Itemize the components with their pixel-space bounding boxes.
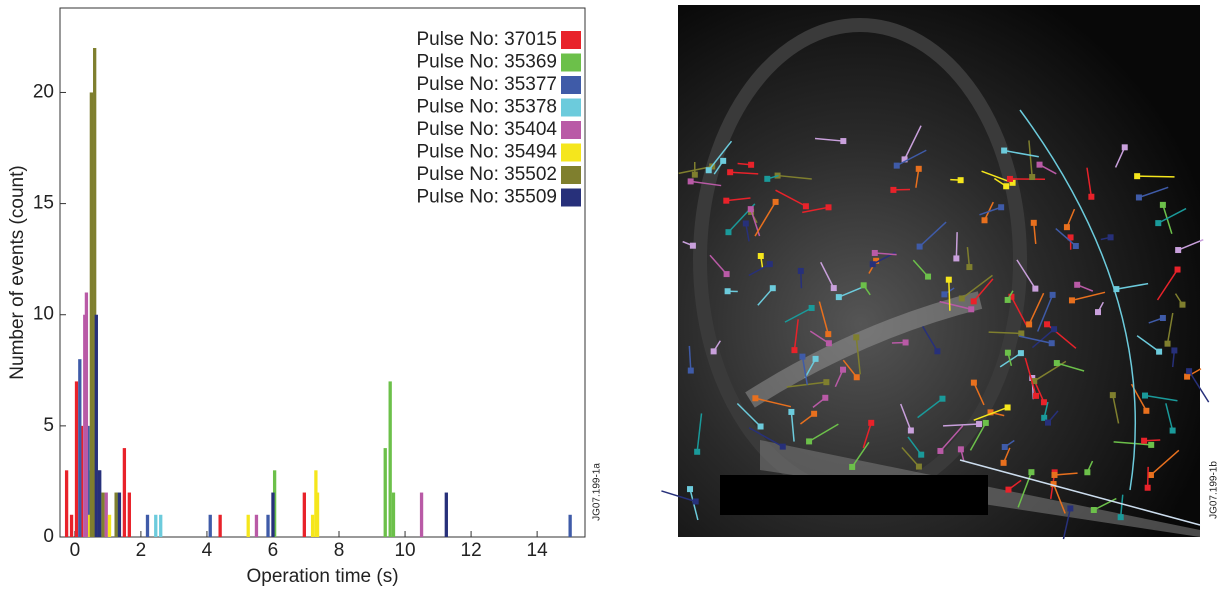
bar bbox=[108, 515, 111, 537]
bar bbox=[95, 315, 98, 537]
y-tick-label: 0 bbox=[43, 526, 54, 547]
y-tick-label: 10 bbox=[33, 304, 54, 325]
legend-label: Pulse No: 35502 bbox=[417, 164, 558, 185]
x-tick-label: 10 bbox=[394, 540, 415, 561]
x-axis-title: Operation time (s) bbox=[246, 566, 398, 587]
figure: 0 5 10 15 20 0 2 4 6 8 10 12 14 Operation time (s) Num… bbox=[0, 0, 1226, 595]
bar bbox=[209, 515, 212, 537]
bar bbox=[311, 515, 314, 537]
bar bbox=[146, 515, 149, 537]
legend-swatch bbox=[561, 76, 581, 94]
legend-swatch bbox=[561, 189, 581, 207]
track-line bbox=[1137, 176, 1174, 177]
legend-label: Pulse No: 35404 bbox=[417, 119, 558, 140]
legend-label: Pulse No: 35509 bbox=[417, 187, 558, 208]
x-tick-label: 2 bbox=[136, 540, 147, 561]
y-axis-title: Number of events (count) bbox=[7, 165, 28, 379]
side-label: JG07.199-1a bbox=[592, 463, 603, 521]
bar bbox=[75, 381, 78, 537]
legend-label: Pulse No: 35378 bbox=[417, 97, 558, 118]
bar bbox=[316, 493, 319, 537]
legend-swatch bbox=[561, 166, 581, 184]
bar bbox=[98, 470, 101, 537]
bar bbox=[568, 515, 571, 537]
legend-label: Pulse No: 35494 bbox=[417, 142, 558, 163]
bar bbox=[384, 448, 387, 537]
legend-swatch bbox=[561, 31, 581, 49]
bar bbox=[78, 359, 81, 537]
bar bbox=[128, 493, 131, 537]
x-tick-label: 6 bbox=[268, 540, 279, 561]
x-tick-label: 0 bbox=[70, 540, 81, 561]
camera-image bbox=[661, 5, 1208, 539]
bar bbox=[247, 515, 250, 537]
bar bbox=[90, 92, 93, 537]
bar bbox=[123, 448, 126, 537]
bar bbox=[85, 293, 88, 537]
x-tick-label: 12 bbox=[461, 540, 482, 561]
x-tick-label: 14 bbox=[527, 540, 549, 561]
bar bbox=[105, 493, 108, 537]
bar bbox=[392, 493, 395, 537]
track-line bbox=[801, 271, 802, 288]
track-line bbox=[956, 232, 957, 258]
bar bbox=[65, 470, 68, 537]
bar bbox=[118, 493, 121, 537]
bar bbox=[154, 515, 157, 537]
legend-label: Pulse No: 35369 bbox=[417, 52, 558, 73]
bar bbox=[266, 515, 269, 537]
bar bbox=[101, 493, 104, 537]
image-label: JG07.199-1b bbox=[1209, 461, 1220, 519]
x-tick-label: 8 bbox=[334, 540, 345, 561]
legend-swatch bbox=[561, 144, 581, 162]
legend-swatch bbox=[561, 54, 581, 72]
bar bbox=[70, 515, 73, 537]
bar bbox=[445, 493, 448, 537]
bar bbox=[218, 515, 221, 537]
x-tick-label: 4 bbox=[202, 540, 213, 561]
bar bbox=[389, 381, 392, 537]
bar bbox=[303, 493, 306, 537]
track-line bbox=[949, 280, 950, 311]
y-tick-label: 20 bbox=[33, 81, 54, 102]
bar bbox=[271, 493, 274, 537]
bar bbox=[114, 493, 117, 537]
mask bbox=[720, 475, 988, 515]
legend-swatch bbox=[561, 99, 581, 117]
legend-swatch bbox=[561, 121, 581, 139]
y-tick-label: 15 bbox=[33, 193, 54, 214]
histogram: 0 5 10 15 20 0 2 4 6 8 10 12 14 Operation time (s) Num… bbox=[7, 8, 603, 587]
legend-label: Pulse No: 35377 bbox=[417, 74, 558, 95]
bar bbox=[420, 493, 423, 537]
bar bbox=[159, 515, 162, 537]
y-tick-label: 5 bbox=[43, 415, 54, 436]
bar bbox=[255, 515, 258, 537]
track-line bbox=[1144, 440, 1160, 441]
legend-label: Pulse No: 37015 bbox=[417, 29, 558, 50]
